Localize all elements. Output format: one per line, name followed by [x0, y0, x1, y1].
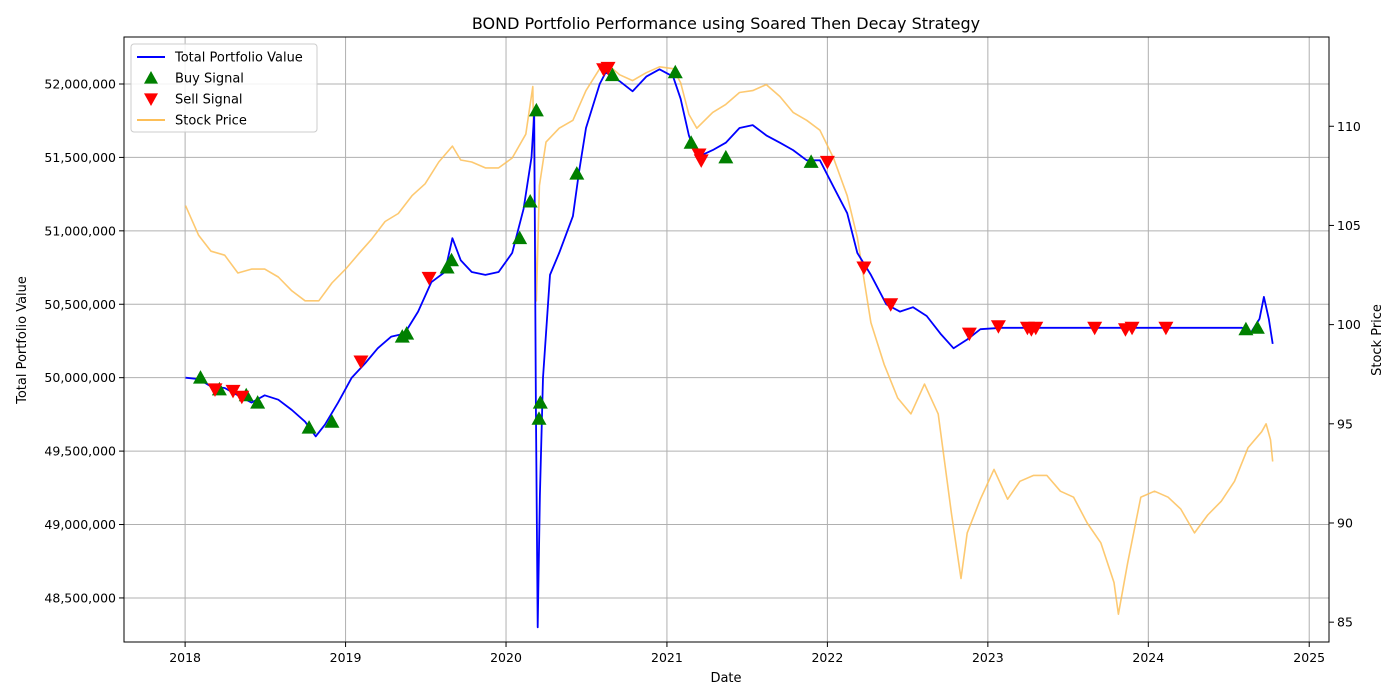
- x-tick-label: 2022: [811, 650, 843, 665]
- sell-signal-marker: [207, 383, 223, 397]
- y-tick-label: 51,500,000: [44, 150, 116, 165]
- y-right-tick-label: 90: [1337, 515, 1353, 530]
- buy-signal-marker: [512, 230, 528, 245]
- buy-signal-marker: [803, 154, 819, 168]
- sell-signal-marker: [1158, 321, 1174, 336]
- x-tick-label: 2020: [490, 650, 522, 665]
- x-tick-label: 2018: [169, 650, 201, 665]
- sell-signal-marker: [990, 320, 1006, 334]
- buy-signal-marker: [399, 326, 415, 340]
- x-tick-label: 2019: [330, 650, 362, 665]
- sell-signal-marker: [1087, 321, 1103, 336]
- x-tick-label: 2025: [1293, 650, 1325, 665]
- y-right-axis-title: Stock Price: [1370, 304, 1385, 376]
- buy-signal-marker: [569, 166, 585, 180]
- y-axis-title: Total Portfolio Value: [15, 276, 30, 405]
- y-right-tick-label: 100: [1337, 317, 1361, 332]
- legend-portfolio-value-label: Total Portfolio Value: [174, 51, 303, 66]
- legend: Total Portfolio Value Buy Signal Sell Sign…: [130, 43, 318, 133]
- sell-signal-marker: [1028, 321, 1044, 336]
- x-tick-label: 2021: [651, 650, 683, 665]
- x-axis-title: Date: [710, 671, 741, 686]
- x-tick-label: 2023: [972, 650, 1004, 665]
- y-right-tick-label: 105: [1337, 218, 1361, 233]
- sell-signal-marker: [353, 355, 369, 370]
- buy-signal-marker: [1238, 321, 1254, 336]
- stock-price-line: [184, 61, 1274, 616]
- signal-markers: [192, 61, 1265, 434]
- grid-lines: [124, 37, 1329, 642]
- sell-signal-marker: [600, 61, 616, 76]
- sell-signal-marker: [856, 261, 872, 276]
- y-tick-label: 48,500,000: [44, 590, 116, 605]
- axes: 2018 2019 2020 2021 2022 2023 2024 2025 48,500,0…: [44, 76, 1360, 665]
- buy-signal-marker: [667, 64, 683, 79]
- y-tick-label: 51,000,000: [44, 223, 116, 238]
- y-tick-label: 50,500,000: [44, 297, 116, 312]
- buy-signal-marker: [301, 420, 317, 434]
- buy-signal-marker: [718, 149, 734, 164]
- legend-box: [130, 43, 318, 133]
- x-tick-label: 2024: [1132, 650, 1164, 665]
- sell-signal-marker: [234, 390, 250, 405]
- legend-buy-signal-swatch: [144, 71, 158, 84]
- legend-sell-signal-label: Sell Signal: [175, 93, 243, 108]
- sell-signal-marker: [225, 384, 241, 399]
- sell-signal-marker: [883, 298, 899, 312]
- buy-signal-marker: [528, 102, 544, 117]
- y-tick-label: 52,000,000: [44, 76, 116, 91]
- chart-title: BOND Portfolio Performance using Soared …: [472, 14, 980, 33]
- portfolio-value-line: [185, 68, 1274, 629]
- buy-signal-marker: [531, 411, 547, 425]
- y-tick-label: 50,000,000: [44, 370, 116, 385]
- legend-buy-signal-label: Buy Signal: [175, 72, 244, 87]
- legend-stock-price-label: Stock Price: [175, 114, 247, 129]
- sell-signal-marker: [1124, 321, 1140, 336]
- buy-signal-marker: [522, 193, 538, 208]
- buy-signal-marker: [192, 370, 208, 384]
- buy-signal-marker: [604, 67, 620, 82]
- sell-signal-marker: [421, 271, 437, 286]
- plot-frame: [123, 36, 1330, 643]
- y-right-tick-label: 85: [1337, 615, 1353, 630]
- buy-signal-marker: [439, 260, 455, 274]
- legend-sell-signal-swatch: [144, 93, 158, 106]
- buy-signal-marker: [324, 414, 340, 428]
- buy-signal-marker: [532, 395, 548, 409]
- y-right-tick-label: 95: [1337, 416, 1353, 431]
- buy-signal-marker: [1249, 320, 1265, 334]
- sell-signal-marker: [961, 327, 977, 342]
- sell-signal-marker: [819, 155, 835, 170]
- buy-signal-marker: [250, 395, 266, 409]
- plot-series: [184, 61, 1274, 629]
- buy-signal-marker: [444, 252, 460, 267]
- y-tick-label: 49,000,000: [44, 517, 116, 532]
- sell-signal-marker: [693, 154, 709, 168]
- buy-signal-marker: [683, 135, 699, 149]
- y-right-tick-label: 110: [1337, 119, 1361, 134]
- y-tick-label: 49,500,000: [44, 444, 116, 459]
